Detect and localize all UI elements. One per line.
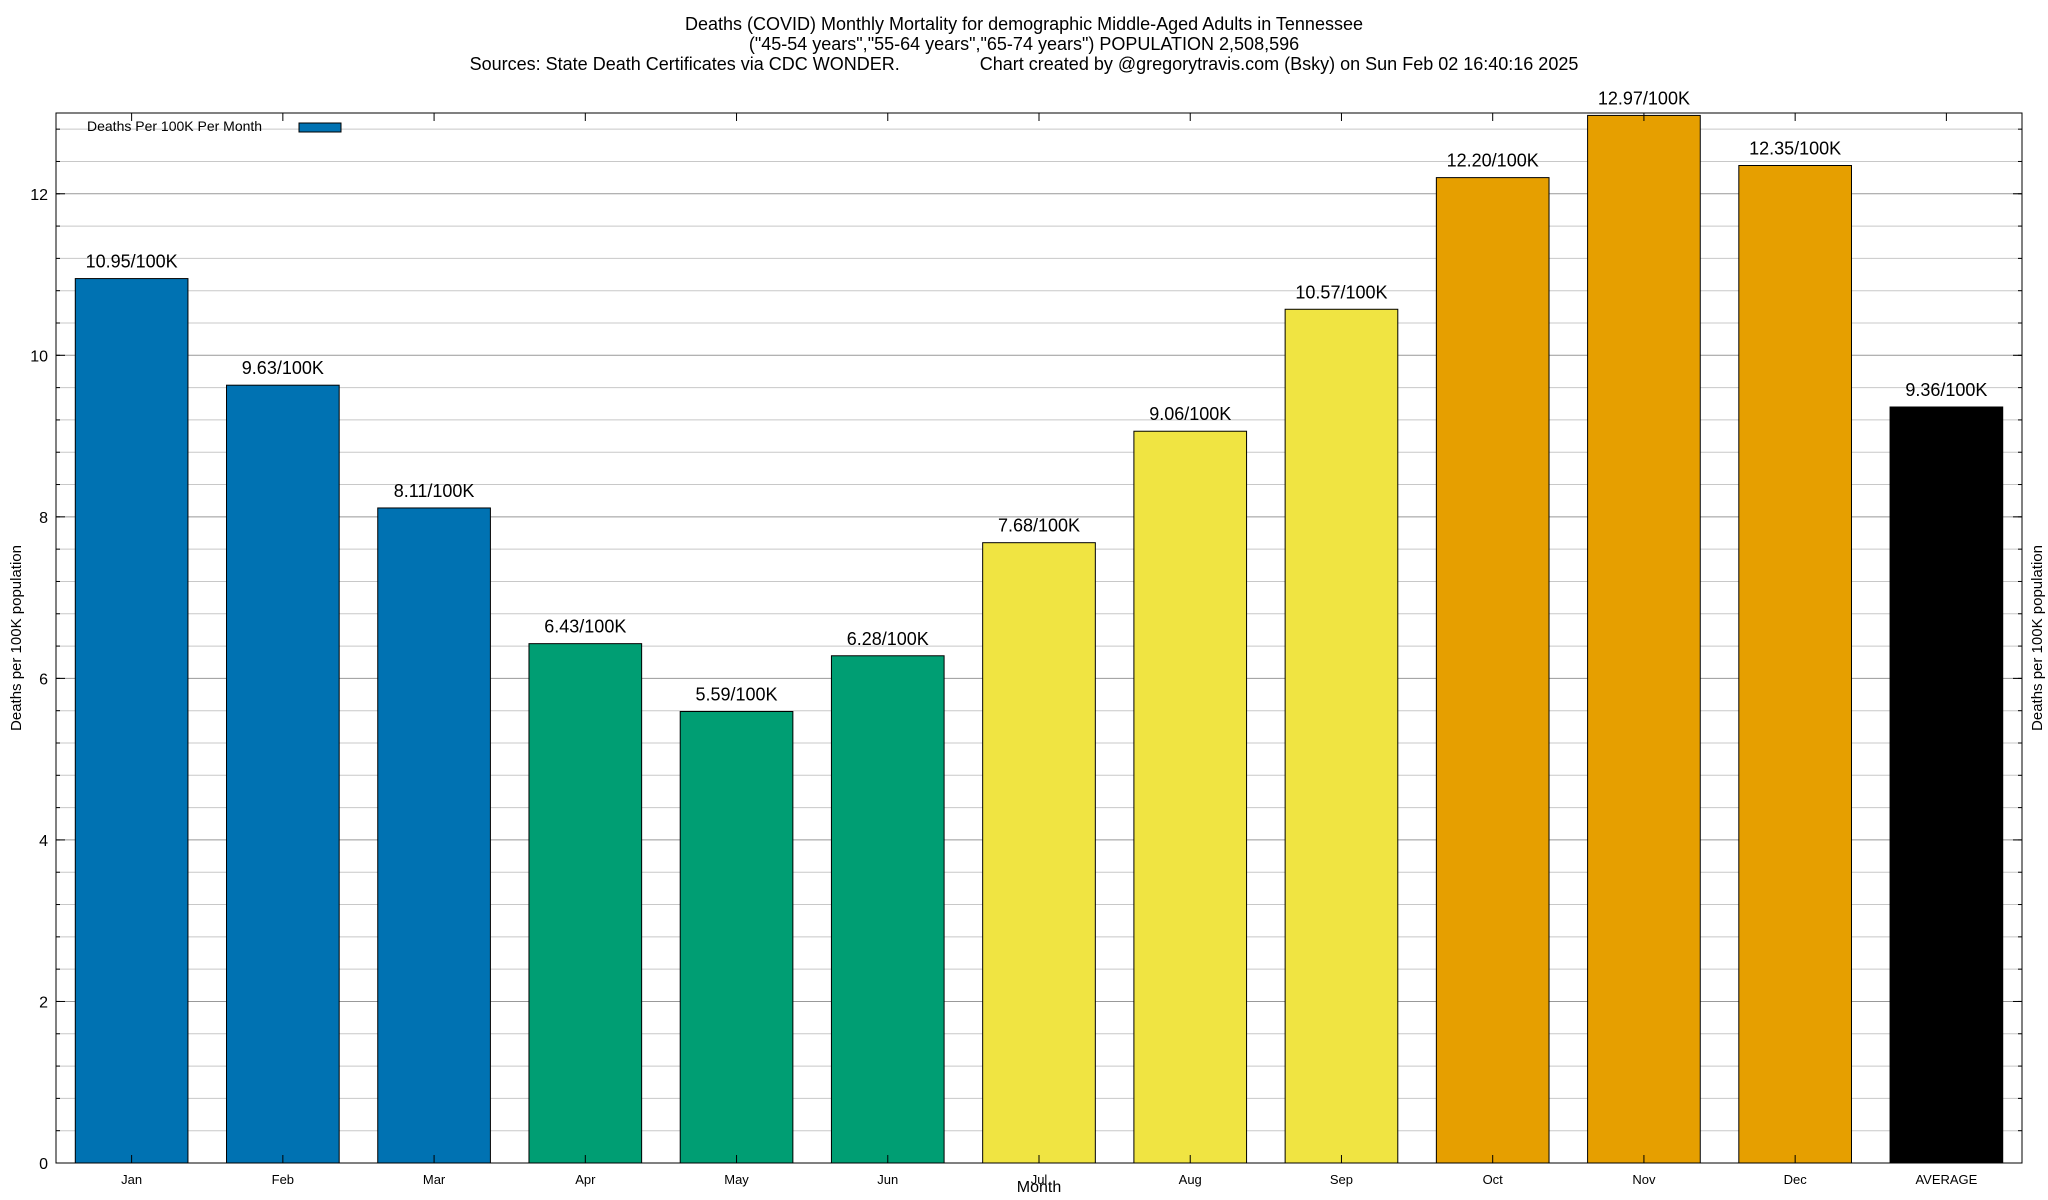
bar-value-label: 8.11/100K: [394, 481, 475, 501]
bar-value-label: 7.68/100K: [998, 516, 1080, 536]
bar-value-label: 10.57/100K: [1295, 282, 1387, 302]
x-tick-label: Jun: [877, 1172, 898, 1187]
bar-apr: [528, 643, 643, 1164]
bar-jan: [74, 278, 189, 1164]
y-tick-label: 12: [30, 187, 48, 204]
x-tick-label: Apr: [575, 1172, 596, 1187]
bar-aug: [1133, 430, 1248, 1164]
bar-dec: [1738, 165, 1852, 1164]
bar-value-label: 5.59/100K: [695, 685, 777, 705]
y-axis-label-right: Deaths per 100K population: [2029, 545, 2046, 731]
bar-value-label: 12.97/100K: [1598, 88, 1690, 108]
x-tick-label: Jan: [121, 1172, 142, 1187]
x-axis-label: Month: [1017, 1179, 1061, 1196]
bar-value-label: 12.35/100K: [1749, 139, 1841, 159]
bar-may: [679, 711, 794, 1164]
bar-sep: [1284, 308, 1399, 1164]
bar-value-label: 12.20/100K: [1447, 151, 1539, 171]
chart-subtitle: ("45-54 years","55-64 years","65-74 year…: [748, 34, 1300, 54]
x-tick-label: Jul: [1031, 1172, 1048, 1187]
y-tick-label: 6: [39, 671, 48, 688]
bar-feb: [226, 384, 340, 1164]
x-tick-label: Aug: [1179, 1172, 1202, 1187]
y-tick-label: 8: [39, 510, 48, 527]
axes: 0 2 4 6 8 10 12 Jan Feb Mar Apr May Jun Jul Aug Sep Oct N…: [8, 112, 2046, 1196]
bar-nov: [1587, 114, 1701, 1164]
bar-value-label: 9.63/100K: [242, 358, 324, 378]
bar-value-label: 9.06/100K: [1149, 404, 1231, 424]
chart-source-line: Sources: State Death Certificates via CD…: [469, 54, 1579, 74]
bar-average: [1889, 406, 2004, 1164]
x-tick-label: Feb: [272, 1172, 294, 1187]
bar-mar: [377, 507, 491, 1164]
bar-value-label: 6.43/100K: [544, 617, 626, 637]
legend-label: Deaths Per 100K Per Month: [87, 118, 262, 134]
bar-jun: [830, 655, 945, 1164]
bar-oct: [1435, 177, 1550, 1164]
chart-title: Deaths (COVID) Monthly Mortality for dem…: [685, 14, 1363, 34]
x-tick-label: Dec: [1784, 1172, 1808, 1187]
x-tick-label: Sep: [1330, 1172, 1353, 1187]
y-tick-label: 4: [39, 833, 48, 850]
legend: Deaths Per 100K Per Month: [87, 118, 342, 134]
y-tick-label: 10: [30, 348, 48, 365]
bar-value-label: 10.95/100K: [86, 252, 178, 272]
x-tick-label: Mar: [423, 1172, 446, 1187]
bar-value-label: 6.28/100K: [847, 629, 929, 649]
y-tick-label: 2: [39, 994, 48, 1011]
bar-jul: [982, 542, 1096, 1164]
bars: [74, 114, 2004, 1164]
bar-value-label: 9.36/100K: [1905, 380, 1987, 400]
y-axis-label: Deaths per 100K population: [8, 545, 25, 731]
y-tick-label: 0: [39, 1156, 48, 1173]
bar-value-labels: 10.95/100K 9.63/100K 8.11/100K 6.43/100K 5.5…: [86, 88, 1988, 704]
x-tick-label: Oct: [1483, 1172, 1504, 1187]
x-tick-label: Nov: [1632, 1172, 1656, 1187]
x-tick-label: AVERAGE: [1915, 1172, 1977, 1187]
x-tick-label: May: [724, 1172, 749, 1187]
legend-swatch: [298, 122, 342, 133]
